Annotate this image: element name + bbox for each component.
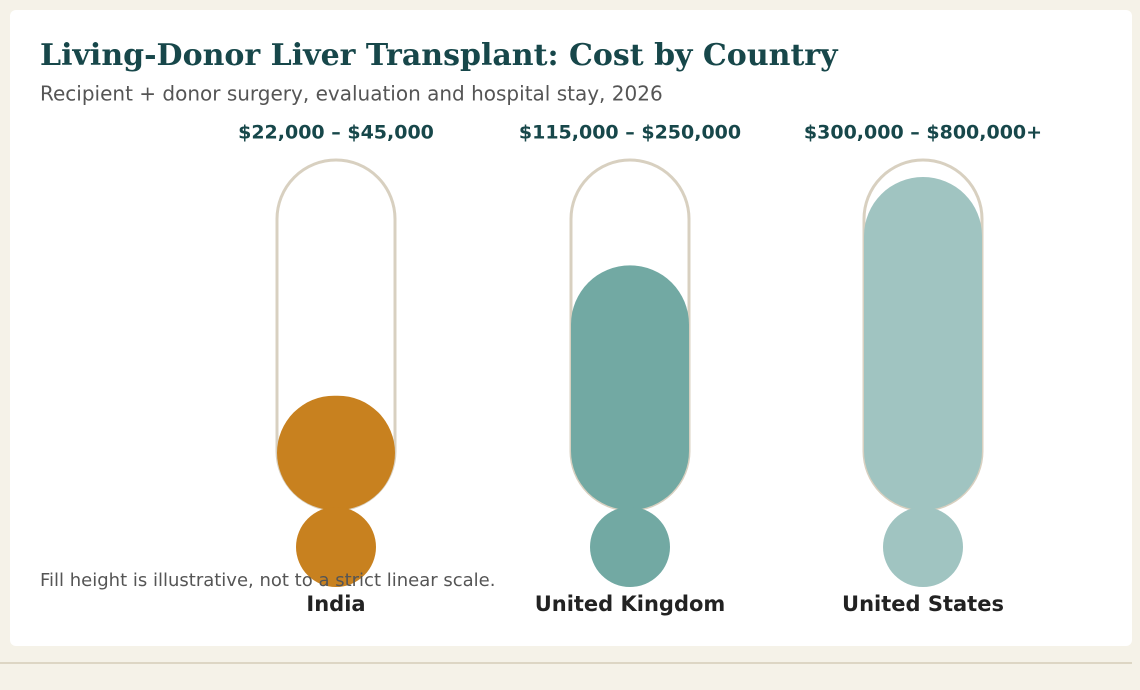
chart-title: Living-Donor Liver Transplant: Cost by C…: [40, 38, 839, 73]
fill-bar: [864, 176, 982, 510]
fill-bar: [277, 395, 395, 510]
footnote: Fill height is illustrative, not to a st…: [40, 570, 495, 591]
category-label: India: [306, 592, 365, 616]
fill-bar: [571, 265, 689, 510]
bulb: [590, 507, 670, 587]
category-label: United Kingdom: [535, 592, 726, 616]
value-label: $115,000 – $250,000: [519, 122, 741, 144]
category-label: United States: [842, 592, 1004, 616]
plot: $22,000 – $45,000 India $115,000 – $250,00…: [238, 122, 1042, 617]
chart-subtitle: Recipient + donor surgery, evaluation an…: [40, 82, 663, 106]
bulb: [296, 507, 376, 587]
bulb: [883, 507, 963, 587]
value-label: $22,000 – $45,000: [238, 122, 434, 144]
value-label: $300,000 – $800,000+: [804, 122, 1042, 144]
